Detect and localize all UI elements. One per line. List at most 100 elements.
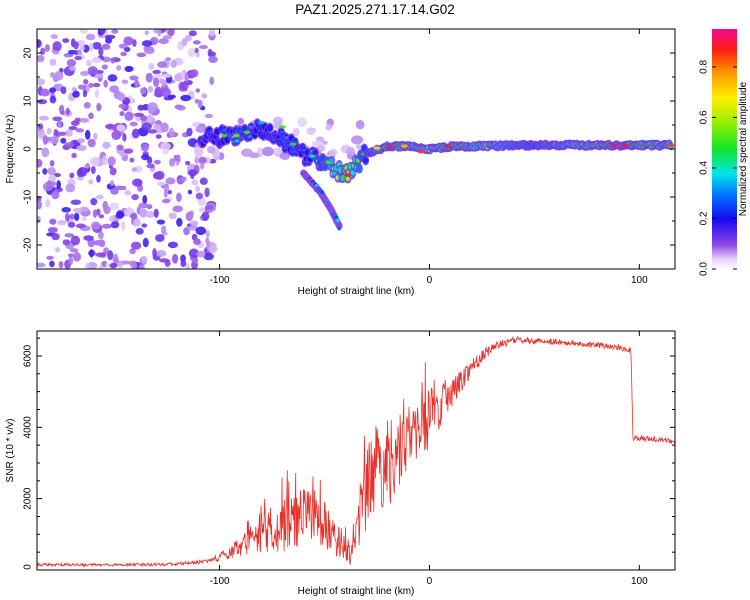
noise-blob <box>152 248 157 258</box>
track-hotspot <box>667 143 675 147</box>
noise-blob <box>58 261 64 269</box>
track-haze <box>272 148 280 153</box>
noise-blob <box>122 133 127 142</box>
noise-blob <box>76 138 85 144</box>
noise-blob <box>208 244 218 254</box>
colorbar-stripe <box>712 137 737 140</box>
noise-blob <box>84 164 90 169</box>
noise-blob <box>95 252 106 258</box>
noise-blob <box>87 138 96 148</box>
noise-blob <box>155 170 165 180</box>
noise-blob <box>46 255 54 260</box>
noise-blob <box>161 225 167 235</box>
heatmap-y-axis-label: Frequency (Hz) <box>5 115 16 184</box>
noise-blob <box>188 30 197 37</box>
noise-blob <box>81 216 87 222</box>
noise-blob <box>84 129 91 140</box>
colorbar-stripe <box>712 49 737 52</box>
colorbar-stripe <box>712 131 737 134</box>
noise-blob <box>121 79 129 85</box>
noise-blob <box>37 158 43 168</box>
noise-blob <box>205 205 214 210</box>
heatmap-x-tick-label: 100 <box>631 275 648 286</box>
noise-blob <box>196 251 206 258</box>
colorbar-stripe <box>712 223 737 226</box>
track-haze <box>207 146 216 154</box>
colorbar-axes: 0.0 0.2 0.4 0.6 0.8 <box>699 60 737 276</box>
noise-blob <box>93 82 101 88</box>
noise-blob <box>156 181 166 186</box>
colorbar-stripe <box>712 129 737 132</box>
colorbar-stripe <box>712 43 737 46</box>
colorbar-stripe <box>712 77 737 80</box>
noise-blob <box>206 240 211 249</box>
noise-blob <box>140 143 149 152</box>
noise-blob <box>93 132 98 141</box>
noise-blob <box>75 128 85 133</box>
noise-blob <box>65 107 70 116</box>
noise-blob <box>155 250 167 257</box>
colorbar-stripe <box>712 71 737 74</box>
noise-blob <box>165 57 172 62</box>
snr-x-tick-label: -100 <box>210 576 230 587</box>
noise-blob <box>101 43 111 50</box>
noise-blob <box>160 87 171 98</box>
colorbar-stripe <box>712 263 737 266</box>
colorbar-stripe <box>712 179 737 182</box>
noise-blob <box>48 174 57 182</box>
noise-blob <box>90 221 101 230</box>
noise-blob <box>42 168 48 175</box>
track-haze <box>297 117 307 128</box>
colorbar-stripe <box>712 173 737 176</box>
colorbar-stripe <box>712 217 737 220</box>
colorbar-stripe <box>712 161 737 164</box>
noise-blob <box>50 135 59 145</box>
colorbar-stripe <box>712 239 737 242</box>
colorbar-gradient <box>712 29 737 270</box>
colorbar-stripe <box>712 95 737 98</box>
track-hotspot <box>308 154 316 158</box>
noise-blob <box>160 122 169 133</box>
colorbar-stripe <box>712 101 737 104</box>
colorbar-stripe <box>712 143 737 146</box>
noise-blob <box>92 42 102 50</box>
track-hotspot <box>373 146 381 150</box>
noise-blob <box>69 213 75 220</box>
colorbar-stripe <box>712 247 737 250</box>
colorbar-stripe <box>712 191 737 194</box>
noise-blob <box>40 88 50 97</box>
colorbar-stripe <box>712 79 737 82</box>
noise-blob <box>144 30 149 36</box>
noise-blob <box>89 249 94 258</box>
noise-blob <box>70 199 82 205</box>
colorbar-label: Normalized spectral amplitude <box>738 81 749 216</box>
chart-title: PAZ1.2025.271.17.14.G02 <box>295 2 455 17</box>
colorbar-stripe <box>712 195 737 198</box>
noise-blob <box>47 226 58 234</box>
noise-blob <box>162 35 172 40</box>
track-hotspot <box>386 145 393 149</box>
noise-blob <box>61 207 71 213</box>
noise-blob <box>141 40 153 47</box>
colorbar-stripe <box>712 39 737 42</box>
track-haze <box>292 128 300 137</box>
noise-blob <box>180 94 192 102</box>
track-haze <box>346 147 356 156</box>
colorbar-stripe <box>712 167 737 170</box>
noise-blob <box>69 248 79 253</box>
noise-blob <box>145 114 154 124</box>
colorbar-stripe <box>712 157 737 160</box>
snr-y-tick-label: 6000 <box>23 344 34 367</box>
colorbar-stripe <box>712 231 737 234</box>
noise-blob <box>172 253 179 264</box>
noise-blob <box>37 215 41 224</box>
heatmap-blobs <box>37 29 675 269</box>
colorbar-stripe <box>712 213 737 216</box>
colorbar-stripe <box>712 65 737 68</box>
noise-blob <box>138 208 148 218</box>
noise-blob <box>200 162 205 170</box>
noise-blob <box>110 179 115 187</box>
noise-blob <box>191 179 199 186</box>
noise-blob <box>42 181 54 192</box>
